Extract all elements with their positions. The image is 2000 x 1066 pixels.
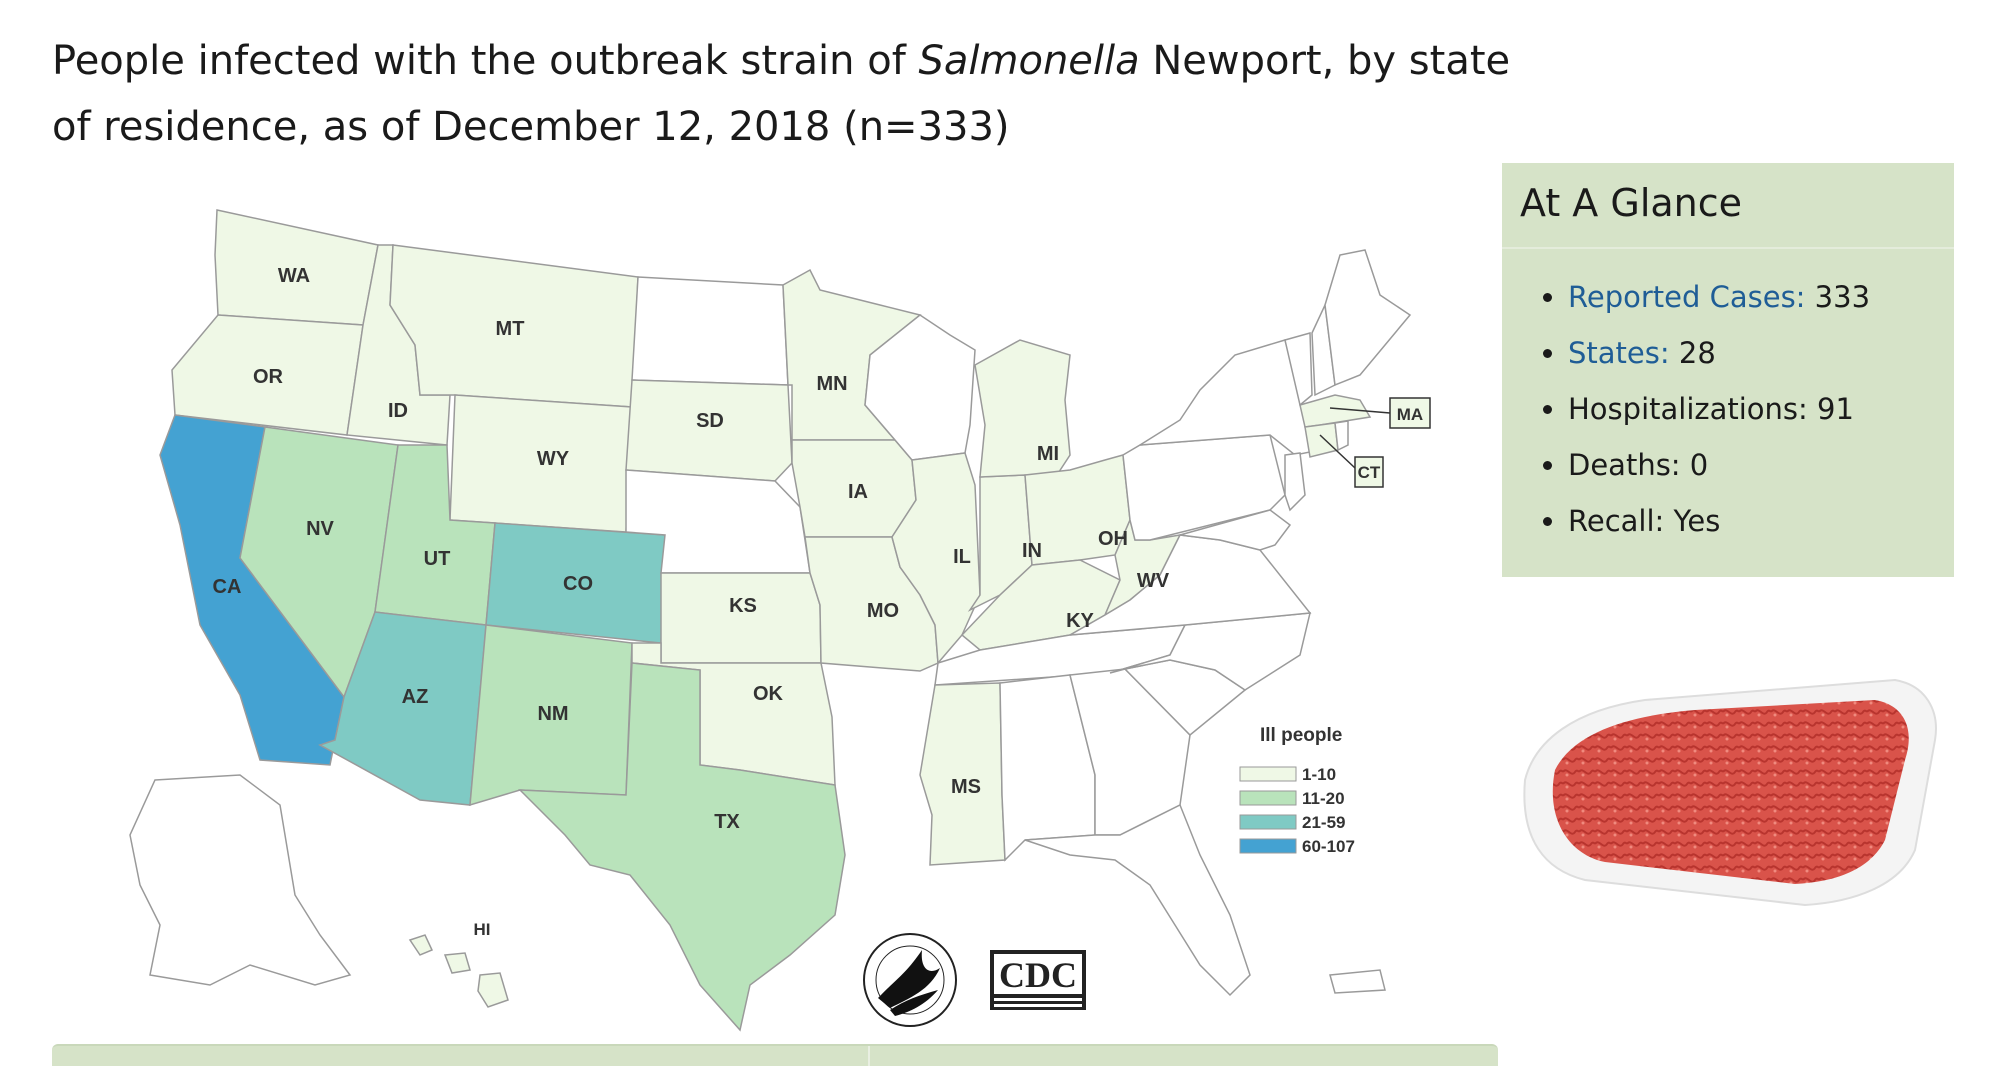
label-HI: HI xyxy=(474,920,491,939)
label-MI: MI xyxy=(1037,443,1059,465)
label-OH: OH xyxy=(1098,528,1128,550)
legend-item: 21-59 xyxy=(1239,813,1345,832)
label-WA: WA xyxy=(278,265,310,287)
state-NC xyxy=(1109,612,1311,691)
glance-item-recall: Recall: Yes xyxy=(1568,493,1954,549)
state-ND xyxy=(631,276,789,386)
legend-item: 1-10 xyxy=(1239,765,1336,784)
label-AZ: AZ xyxy=(402,686,429,708)
label-KS: KS xyxy=(729,595,757,617)
cdc-logo-text: CDC xyxy=(999,955,1077,995)
recall-value: Yes xyxy=(1664,504,1721,538)
recall-label: Recall: xyxy=(1568,504,1665,538)
label-IL: IL xyxy=(953,546,971,568)
territory-PR xyxy=(1329,969,1386,994)
label-IN: IN xyxy=(1022,540,1042,562)
label-UT: UT xyxy=(424,548,451,570)
cdc-logo: CDC xyxy=(990,950,1086,1010)
us-choropleth-map: WA OR CA ID NV MT WY UT AZ CO NM TX SD K… xyxy=(129,209,1431,1032)
legend-label-2: 21-59 xyxy=(1302,813,1345,832)
glance-heading: At A Glance xyxy=(1502,163,1954,249)
legend-swatch-2 xyxy=(1239,814,1297,830)
legend-label-0: 1-10 xyxy=(1302,765,1336,784)
legend-item: 11-20 xyxy=(1239,789,1345,808)
label-IA: IA xyxy=(848,481,868,503)
reported-cases-value: 333 xyxy=(1805,280,1871,314)
state-MD xyxy=(1179,509,1292,551)
label-NM: NM xyxy=(537,703,568,725)
label-SD: SD xyxy=(696,410,724,432)
label-CA: CA xyxy=(213,576,242,598)
state-NJ xyxy=(1284,452,1306,512)
state-AK xyxy=(129,774,352,986)
hospitalizations-label: Hospitalizations: xyxy=(1568,392,1808,426)
at-a-glance-panel: At A Glance Reported Cases: 333 States: … xyxy=(1502,163,1954,577)
legend-swatch-0 xyxy=(1239,766,1297,782)
label-TX: TX xyxy=(714,811,740,833)
title-part2: Newport, by state of residence, as of De… xyxy=(52,38,1511,150)
state-ME xyxy=(1324,249,1412,387)
state-CT xyxy=(1304,422,1339,458)
label-MT: MT xyxy=(496,318,525,340)
legend-label-1: 11-20 xyxy=(1302,789,1345,808)
label-CT: CT xyxy=(1358,463,1381,482)
legend-item: 60-107 xyxy=(1239,837,1355,856)
state-MI xyxy=(974,339,1071,479)
state-OR xyxy=(171,314,364,436)
legend-title: Ill people xyxy=(1260,725,1342,746)
bottom-table-header xyxy=(52,1044,1498,1066)
table-column-divider xyxy=(868,1046,870,1066)
label-CO: CO xyxy=(563,573,593,595)
label-MS: MS xyxy=(951,776,981,798)
legend-swatch-3 xyxy=(1239,838,1297,854)
label-WY: WY xyxy=(537,448,570,470)
glance-list: Reported Cases: 333 States: 28 Hospitali… xyxy=(1502,269,1954,549)
label-NV: NV xyxy=(306,518,334,540)
states-value: 28 xyxy=(1669,336,1716,370)
state-TX xyxy=(518,662,846,1032)
page-title: People infected with the outbreak strain… xyxy=(52,28,1512,160)
glance-item-hospitalizations: Hospitalizations: 91 xyxy=(1568,381,1954,437)
ground-beef-image xyxy=(1523,678,1937,907)
label-KY: KY xyxy=(1066,610,1094,632)
legend-label-3: 60-107 xyxy=(1302,837,1355,856)
state-SD xyxy=(625,379,793,482)
map-legend: Ill people 1-10 11-20 21-59 60-107 xyxy=(1239,725,1355,856)
state-FL xyxy=(1024,803,1251,997)
label-ID: ID xyxy=(388,400,408,422)
label-MO: MO xyxy=(867,600,899,622)
state-HI xyxy=(408,934,509,1008)
legend-swatch-1 xyxy=(1239,790,1297,806)
deaths-value: 0 xyxy=(1680,448,1709,482)
label-OR: OR xyxy=(253,366,284,388)
state-labels: WA OR CA ID NV MT WY UT AZ CO NM TX SD K… xyxy=(213,265,1424,939)
state-IL xyxy=(891,452,981,665)
reported-cases-link[interactable]: Reported Cases: xyxy=(1568,280,1806,314)
glance-item-deaths: Deaths: 0 xyxy=(1568,437,1954,493)
state-WI xyxy=(864,314,976,461)
title-part1: People infected with the outbreak strain… xyxy=(52,38,919,84)
agency-logos: CDC xyxy=(863,933,1086,1027)
deaths-label: Deaths: xyxy=(1568,448,1681,482)
hospitalizations-value: 91 xyxy=(1807,392,1854,426)
glance-item-reported-cases: Reported Cases: 333 xyxy=(1568,269,1954,325)
label-WV: WV xyxy=(1137,570,1170,592)
glance-item-states: States: 28 xyxy=(1568,325,1954,381)
state-KS xyxy=(660,572,822,664)
hhs-seal-logo xyxy=(863,933,957,1027)
title-italic: Salmonella xyxy=(918,38,1140,84)
state-VA xyxy=(1069,534,1312,636)
label-MA: MA xyxy=(1397,405,1423,424)
state-MS xyxy=(919,682,1006,866)
label-MN: MN xyxy=(816,373,847,395)
state-RI xyxy=(1334,420,1349,452)
label-OK: OK xyxy=(753,683,784,705)
states-link[interactable]: States: xyxy=(1568,336,1670,370)
state-VT xyxy=(1284,332,1313,407)
